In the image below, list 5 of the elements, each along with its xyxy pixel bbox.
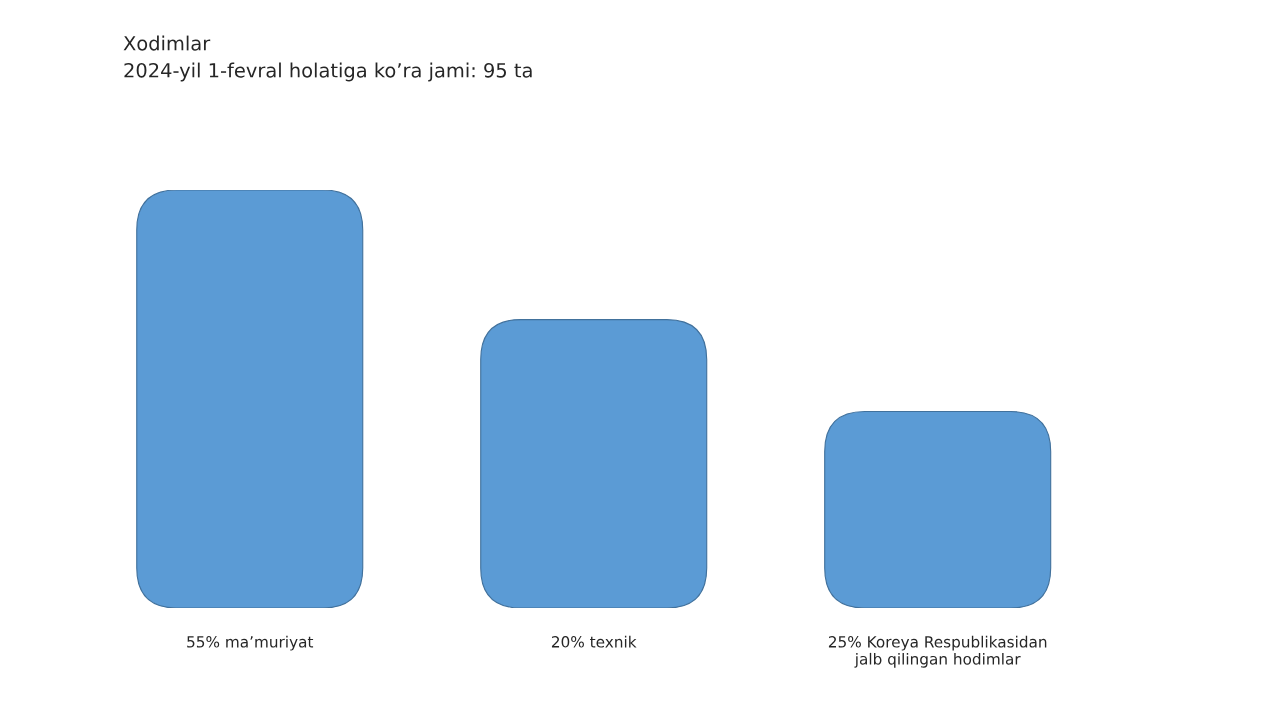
x-tick-label: 55% ma’muriyat (187, 635, 314, 651)
chart-title: Xodimlar (123, 35, 211, 51)
chart-subtitle: 2024-yil 1-fevral holatiga ko’ra jami: 95 ta (124, 62, 532, 82)
x-tick-label: 20% texnik (551, 635, 637, 648)
x-tick-label: 25% Koreya Respublikasidan jalb qilingan hodimlar (828, 635, 1047, 668)
